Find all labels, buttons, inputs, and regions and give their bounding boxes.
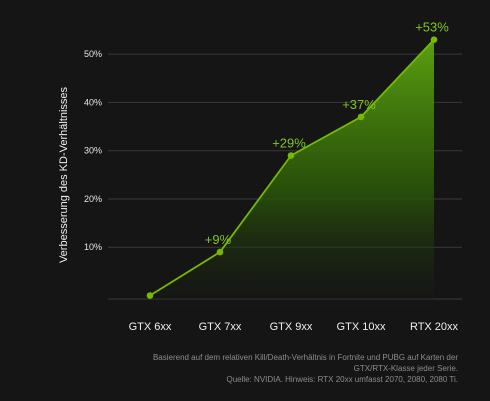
footnote-line-3: Quelle: NVIDIA. Hinweis: RTX 20xx umfass… [226,375,458,384]
footnote-line-2: GTX/RTX-Klasse jeder Serie. [353,364,458,373]
series-area [150,39,434,310]
data-point [146,292,154,299]
x-category-label: RTX 20xx [410,321,459,333]
data-point [216,248,224,256]
x-category-label: GTX 10xx [337,321,386,333]
footnote-line-1: Basierend auf dem relativen Kill/Death-V… [152,353,458,362]
x-category-label: GTX 6xx [129,321,172,333]
y-tick-label: 10% [84,242,102,252]
area-layer [150,39,434,310]
data-label: +37% [342,97,376,112]
y-tick-label: 50% [84,49,102,59]
data-label: +9% [205,232,232,247]
axis-layer: 10% 20% 30% 40% 50% GTX 6xx GTX 7xx GTX 9xx GTX … [84,49,459,333]
y-tick-label: 40% [84,97,102,107]
data-label: +29% [272,136,306,151]
data-point [357,113,365,121]
label-layer: +9% +29% +37% +53% [205,20,449,247]
data-label: +53% [415,20,449,35]
y-tick-label: 30% [84,146,102,156]
data-point [287,152,295,159]
x-category-label: GTX 9xx [270,321,313,333]
y-axis-title: Verbesserung des KD-Verhältnisses [58,86,70,263]
point-layer [146,36,438,299]
footnote: Basierend auf dem relativen Kill/Death-V… [38,352,458,385]
data-point [430,36,438,43]
x-category-label: GTX 7xx [199,321,242,333]
y-tick-label: 20% [84,194,102,204]
